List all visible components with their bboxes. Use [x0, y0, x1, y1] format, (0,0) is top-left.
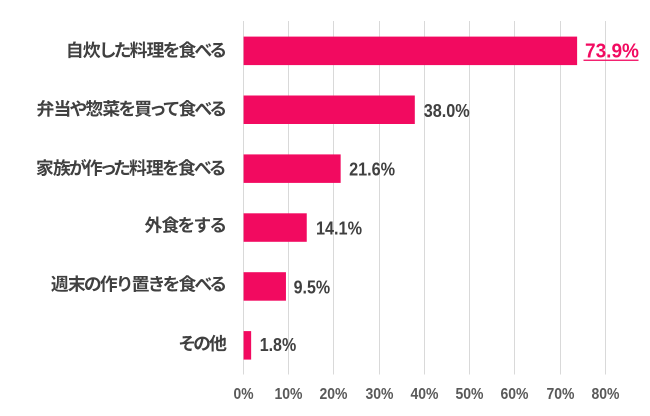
svg-text:73.9%: 73.9%: [585, 41, 639, 63]
svg-text:14.1%: 14.1%: [316, 218, 362, 239]
svg-text:20%: 20%: [320, 386, 348, 403]
svg-text:70%: 70%: [547, 386, 575, 403]
svg-text:0%: 0%: [234, 386, 254, 403]
svg-text:50%: 50%: [456, 386, 484, 403]
svg-text:38.0%: 38.0%: [424, 100, 470, 121]
svg-text:80%: 80%: [592, 386, 620, 403]
svg-text:10%: 10%: [275, 386, 303, 403]
svg-text:9.5%: 9.5%: [294, 276, 331, 297]
svg-text:21.6%: 21.6%: [349, 159, 395, 180]
svg-text:30%: 30%: [366, 386, 394, 403]
svg-text:40%: 40%: [411, 386, 439, 403]
svg-text:60%: 60%: [501, 386, 529, 403]
svg-text:1.8%: 1.8%: [260, 334, 297, 355]
